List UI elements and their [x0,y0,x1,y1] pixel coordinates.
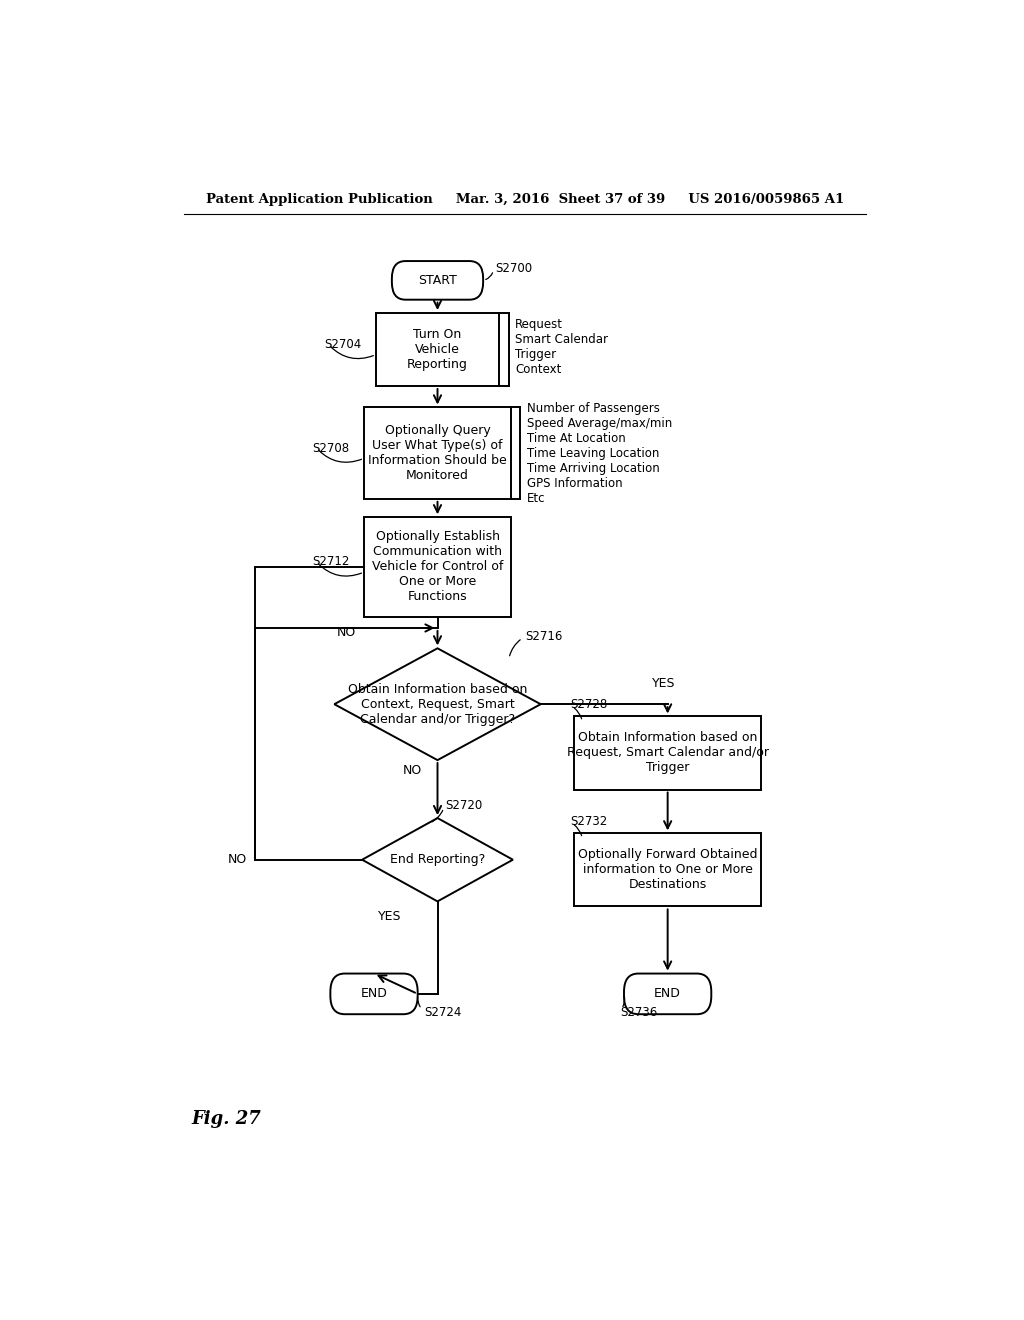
Bar [365,517,511,616]
Text: Optionally Query
User What Type(s) of
Information Should be
Monitored: Optionally Query User What Type(s) of In… [369,424,507,482]
Polygon shape [334,648,541,760]
Text: Obtain Information based on
Request, Smart Calendar and/or
Trigger: Obtain Information based on Request, Sma… [566,731,769,775]
Text: START: START [418,273,457,286]
Text: S2700: S2700 [495,261,532,275]
Text: S2704: S2704 [325,338,361,351]
Text: S2708: S2708 [312,442,349,454]
Text: Turn On
Vehicle
Reporting: Turn On Vehicle Reporting [408,327,468,371]
Text: S2720: S2720 [445,800,482,812]
Text: S2716: S2716 [524,630,562,643]
Text: Fig. 27: Fig. 27 [191,1110,261,1127]
Text: Number of Passengers
Speed Average/max/min
Time At Location
Time Leaving Locatio: Number of Passengers Speed Average/max/m… [526,401,672,504]
Text: YES: YES [378,909,401,923]
Text: END: END [360,987,387,1001]
Bar [574,717,761,789]
Bar [574,833,761,907]
Text: END: END [654,987,681,1001]
Text: NO: NO [337,626,356,639]
Text: Optionally Forward Obtained
information to One or More
Destinations: Optionally Forward Obtained information … [578,849,758,891]
FancyBboxPatch shape [392,261,483,300]
FancyBboxPatch shape [331,974,418,1014]
Text: S2712: S2712 [312,556,350,569]
Text: Optionally Establish
Communication with
Vehicle for Control of
One or More
Funct: Optionally Establish Communication with … [372,531,503,603]
Text: S2732: S2732 [570,814,607,828]
Text: NO: NO [402,764,422,776]
Text: NO: NO [227,853,247,866]
Bar [365,408,511,499]
Text: YES: YES [652,677,675,690]
Text: Patent Application Publication     Mar. 3, 2016  Sheet 37 of 39     US 2016/0059: Patent Application Publication Mar. 3, 2… [206,193,844,206]
Text: S2724: S2724 [424,1006,462,1019]
Text: Obtain Information based on
Context, Request, Smart
Calendar and/or Trigger?: Obtain Information based on Context, Req… [348,682,527,726]
Text: S2728: S2728 [570,698,607,710]
Polygon shape [362,818,513,902]
Text: Request
Smart Calendar
Trigger
Context: Request Smart Calendar Trigger Context [515,318,608,376]
Bar [376,313,499,385]
Text: End Reporting?: End Reporting? [390,853,485,866]
FancyBboxPatch shape [624,974,712,1014]
Text: S2736: S2736 [620,1006,657,1019]
